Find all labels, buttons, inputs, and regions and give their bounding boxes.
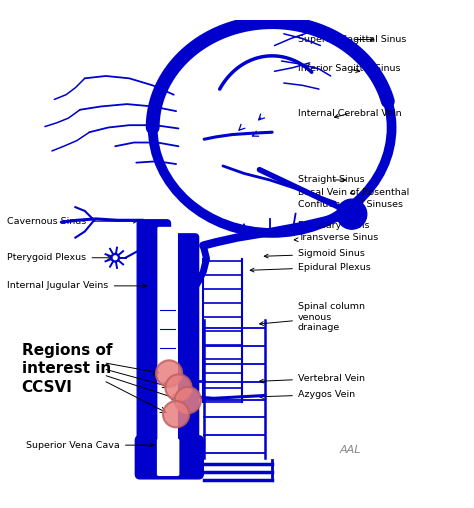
Text: Inferior Sagittal Sinus: Inferior Sagittal Sinus: [298, 65, 401, 74]
Text: Basal Vein of Rosenthal: Basal Vein of Rosenthal: [298, 187, 409, 197]
Text: Pterygoid Plexus: Pterygoid Plexus: [8, 253, 111, 262]
FancyBboxPatch shape: [157, 438, 179, 476]
Circle shape: [163, 401, 189, 427]
Text: Cavernous Sinus: Cavernous Sinus: [8, 217, 137, 226]
Text: Epidural Plexus: Epidural Plexus: [250, 263, 371, 272]
Text: Straight Sinus: Straight Sinus: [298, 175, 365, 184]
Text: Vertebral Vein: Vertebral Vein: [260, 374, 365, 383]
Text: Emissary Veins: Emissary Veins: [294, 221, 369, 231]
Circle shape: [111, 253, 119, 262]
FancyBboxPatch shape: [157, 227, 178, 452]
FancyBboxPatch shape: [137, 220, 171, 457]
Text: Azygos Vein: Azygos Vein: [260, 390, 355, 399]
Circle shape: [156, 360, 182, 387]
Text: Superior Vena Cava: Superior Vena Cava: [26, 440, 154, 450]
Text: Internal Cerebral Vein: Internal Cerebral Vein: [298, 109, 401, 118]
Circle shape: [337, 199, 367, 229]
Text: Spinal column
venous
drainage: Spinal column venous drainage: [260, 302, 365, 332]
Text: AAL: AAL: [340, 446, 362, 456]
FancyBboxPatch shape: [136, 436, 203, 479]
Text: Sigmoid Sinus: Sigmoid Sinus: [264, 249, 365, 259]
Text: Confluence of Sinuses: Confluence of Sinuses: [298, 200, 403, 209]
Circle shape: [113, 256, 117, 260]
FancyBboxPatch shape: [173, 234, 199, 457]
Circle shape: [175, 387, 201, 414]
Ellipse shape: [153, 22, 392, 233]
Text: Superior Sagittal Sinus: Superior Sagittal Sinus: [298, 35, 406, 44]
Text: Internal Jugular Veins: Internal Jugular Veins: [8, 281, 146, 291]
Text: Regions of
interest in
CCSVI: Regions of interest in CCSVI: [21, 343, 112, 395]
Text: Transverse Sinus: Transverse Sinus: [294, 233, 378, 242]
Circle shape: [165, 374, 191, 401]
